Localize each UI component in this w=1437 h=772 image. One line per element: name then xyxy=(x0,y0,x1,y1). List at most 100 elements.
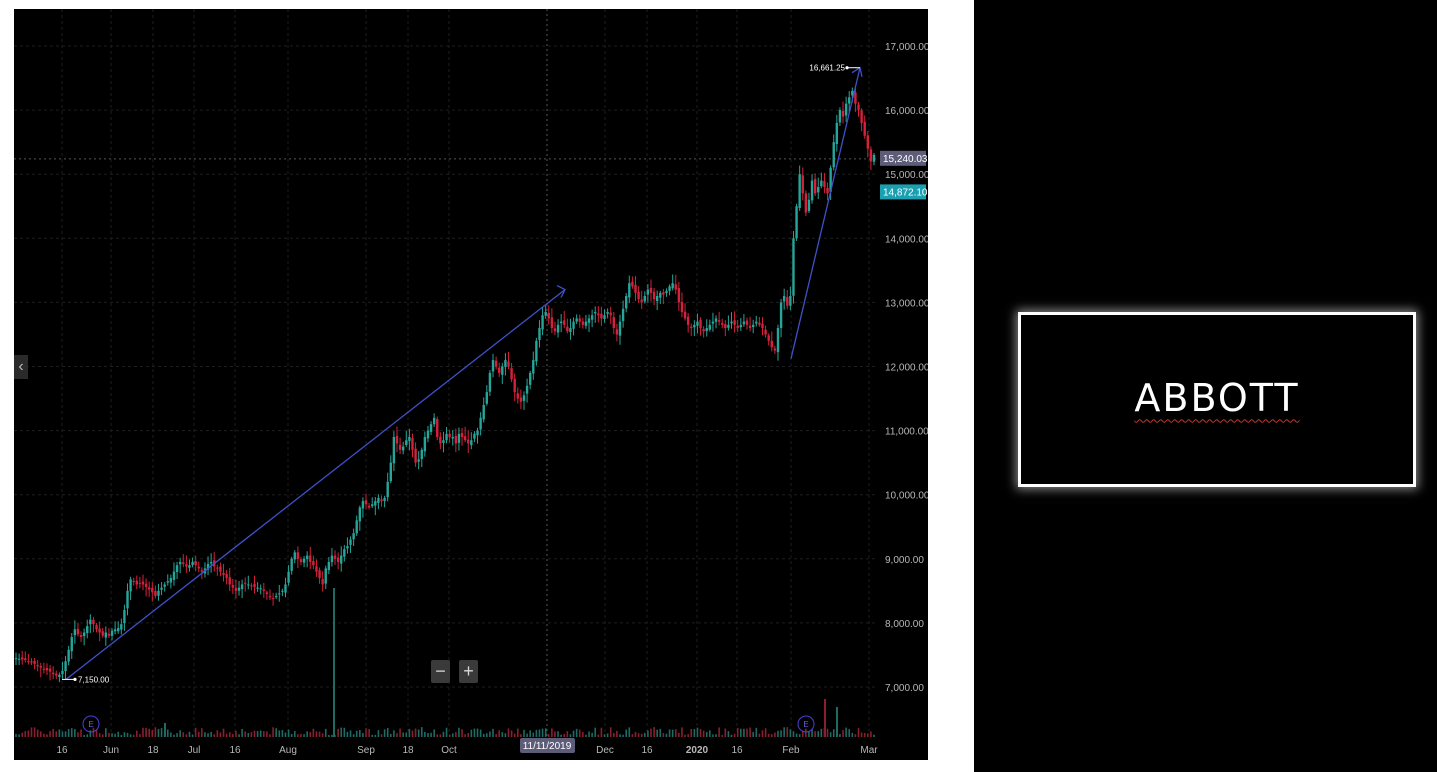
volume-bar xyxy=(684,734,686,737)
candle-body xyxy=(188,565,191,568)
scroll-left-button[interactable]: ‹ xyxy=(14,355,28,379)
candle-body xyxy=(662,292,665,295)
volume-bar xyxy=(83,734,85,737)
volume-bar xyxy=(129,734,132,737)
candle-body xyxy=(395,435,399,444)
candle-body xyxy=(823,180,826,188)
volume-bar xyxy=(461,729,463,737)
volume-bar xyxy=(668,729,671,737)
candle-body xyxy=(792,238,795,296)
volume-bar xyxy=(309,732,312,737)
y-tick-label: 16,000.00 xyxy=(885,106,928,117)
volume-bar xyxy=(18,734,20,737)
candle-body xyxy=(284,584,287,593)
volume-bar xyxy=(74,729,76,737)
y-tick-label: 15,000.00 xyxy=(885,170,928,181)
title-box: ABBOTT xyxy=(1018,312,1416,487)
candlestick-chart[interactable]: 7,150.00 16,661.25 E E 17,000.00 16,000.00 15… xyxy=(14,9,928,760)
volume-bar xyxy=(70,728,73,737)
volume-bar xyxy=(637,733,640,737)
candle-body xyxy=(563,320,566,325)
candle-body xyxy=(429,424,433,432)
candle-body xyxy=(643,295,646,302)
candle-body xyxy=(717,320,721,322)
volume-bar xyxy=(792,731,795,737)
candle-body xyxy=(848,97,851,104)
trend-line-2 xyxy=(790,67,861,359)
x-tick-label: Dec xyxy=(596,745,614,756)
volume-bar xyxy=(111,733,113,737)
candle-body xyxy=(528,372,532,385)
volume-bar xyxy=(67,729,70,737)
volume-bar xyxy=(854,734,857,737)
volume-bar xyxy=(736,727,739,737)
volume-bar xyxy=(293,731,296,737)
volume-bar xyxy=(740,728,742,737)
volume-bar xyxy=(492,728,494,737)
candle-body xyxy=(488,372,492,392)
volume-bar xyxy=(628,727,631,737)
candle-body xyxy=(293,552,296,560)
volume-bar xyxy=(523,729,525,737)
x-tick-label: 16 xyxy=(56,745,68,756)
earnings-marker-label: E xyxy=(803,720,808,729)
volume-bar xyxy=(504,733,507,737)
candle-body xyxy=(594,312,597,314)
candle-body xyxy=(439,436,442,444)
candle-body xyxy=(104,632,108,638)
volume-bar xyxy=(399,728,401,737)
candle-body xyxy=(776,328,780,353)
volume-bar xyxy=(89,730,92,737)
candle-body xyxy=(693,324,696,328)
volume-bar xyxy=(467,732,470,737)
volume-bar xyxy=(194,727,197,737)
candle-body xyxy=(550,317,554,329)
volume-bar xyxy=(662,733,665,737)
volume-bar xyxy=(427,733,429,737)
candle-body xyxy=(519,397,523,402)
volume-bar xyxy=(622,734,624,737)
volume-bar xyxy=(445,727,448,737)
candle-body xyxy=(386,481,389,498)
candle-body xyxy=(240,584,244,590)
candle-body xyxy=(157,590,160,596)
x-tick-label: 16 xyxy=(731,745,743,756)
volume-bar xyxy=(46,734,48,737)
volume-bar xyxy=(860,732,863,737)
crosshair-date-label: 11/11/2019 xyxy=(523,741,572,752)
volume-bar xyxy=(287,729,290,737)
candle-body xyxy=(423,437,427,452)
annotation-dot-low xyxy=(73,677,77,681)
candle-body xyxy=(612,317,616,329)
chart-panel[interactable]: 7,150.00 16,661.25 E E 17,000.00 16,000.00 15… xyxy=(14,9,928,760)
candle-body xyxy=(265,592,269,595)
annotation-high-label: 16,661.25 xyxy=(809,64,845,73)
volume-bar xyxy=(870,731,872,737)
volume-bar xyxy=(306,731,308,737)
x-tick-label: 16 xyxy=(641,745,653,756)
volume-bar xyxy=(510,730,513,737)
candle-body xyxy=(154,590,157,596)
candle-body xyxy=(361,501,365,509)
last-price-label: 14,872.10 xyxy=(883,187,928,198)
volume-bar xyxy=(594,727,597,737)
zoom-out-button[interactable]: − xyxy=(431,660,450,683)
volume-bar xyxy=(702,730,705,737)
candle-body xyxy=(851,90,854,96)
zoom-in-button[interactable]: + xyxy=(459,660,478,683)
volume-bar xyxy=(547,734,550,737)
volume-bar xyxy=(851,732,854,737)
candle-body xyxy=(383,497,386,502)
candle-body xyxy=(169,578,173,583)
volume-bar xyxy=(863,732,866,737)
candle-body xyxy=(467,439,470,444)
candle-body xyxy=(835,122,839,145)
volume-bar xyxy=(64,731,67,737)
candle-body xyxy=(810,180,814,201)
candle-body xyxy=(377,497,380,503)
candle-body xyxy=(327,562,331,571)
volume-bar xyxy=(575,728,578,737)
candle-body xyxy=(566,326,569,332)
volume-bar xyxy=(625,729,628,737)
candle-body xyxy=(206,563,210,570)
